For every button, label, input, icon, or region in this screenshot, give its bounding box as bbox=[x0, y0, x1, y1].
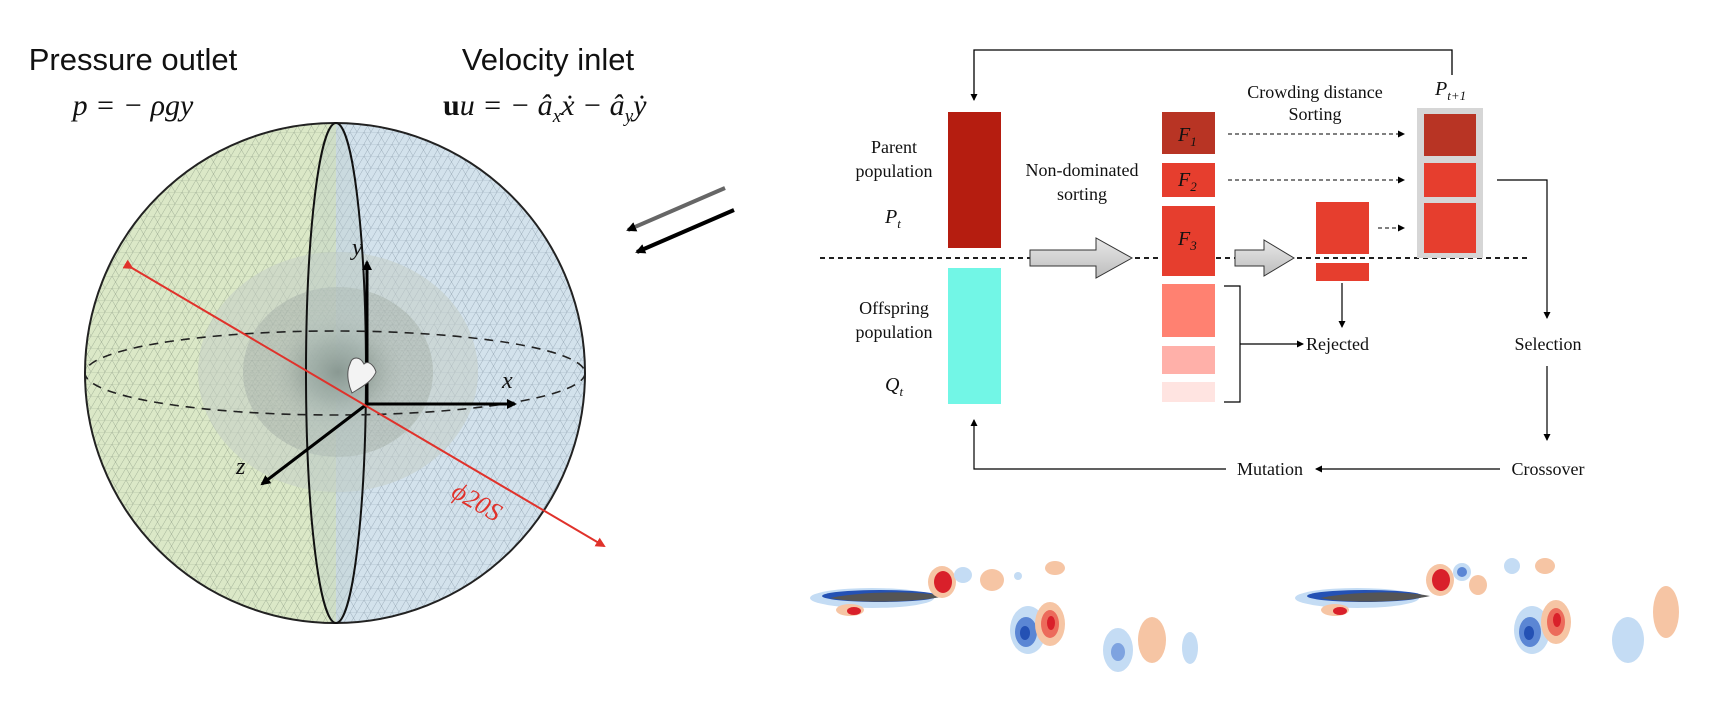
next-population-f2 bbox=[1424, 163, 1476, 197]
f3-rejected-part bbox=[1316, 263, 1369, 281]
front-f2-bar bbox=[1162, 163, 1215, 197]
nsga-flowchart: Parent population Pt Offspring populatio… bbox=[820, 49, 1585, 479]
front-f2-label: F2 bbox=[1177, 169, 1197, 194]
wake-snapshot-right bbox=[1295, 558, 1679, 663]
feedback-loop-top bbox=[970, 49, 1453, 101]
offspring-population-symbol: Qt bbox=[885, 374, 903, 399]
inflow-arrow-black bbox=[635, 208, 735, 254]
diameter-arrow bbox=[122, 259, 606, 548]
selection-label: Selection bbox=[1515, 334, 1582, 354]
rejected-bracket bbox=[1224, 285, 1241, 403]
inflow-arrow-grey bbox=[626, 186, 726, 232]
parent-population-bar bbox=[948, 112, 1001, 248]
mutation-to-offspring-arrow bbox=[970, 419, 1226, 470]
fish-silhouette-left bbox=[830, 592, 945, 602]
front-f1-label: F1 bbox=[1177, 124, 1197, 149]
fish-silhouette-right bbox=[1320, 592, 1430, 602]
crowding-distance-label-line1: Crowding distance bbox=[1247, 82, 1382, 102]
rejected-front-2 bbox=[1162, 346, 1215, 374]
velocity-inlet-label: Velocity inlet bbox=[462, 42, 635, 77]
pressure-outlet-formula: p = − ρgy bbox=[71, 89, 194, 122]
parent-population-label-line1: Parent bbox=[871, 137, 917, 157]
rejected-front-1 bbox=[1162, 284, 1215, 337]
front-f3-bar bbox=[1162, 206, 1215, 276]
sort-arrow-1 bbox=[1029, 237, 1134, 279]
f3-selected-part bbox=[1316, 202, 1369, 254]
offspring-population-label-line2: population bbox=[856, 322, 933, 342]
sort-arrow-2 bbox=[1234, 239, 1295, 277]
nds-label-line2: sorting bbox=[1057, 184, 1107, 204]
front-f1-bar bbox=[1162, 112, 1215, 154]
offspring-population-bar bbox=[948, 268, 1001, 404]
rejected-label: Rejected bbox=[1306, 334, 1369, 354]
rejected-front-3 bbox=[1162, 382, 1215, 402]
axis-y-label: y bbox=[350, 235, 363, 261]
next-population-symbol: Pt+1 bbox=[1434, 78, 1466, 103]
crossover-label: Crossover bbox=[1512, 459, 1585, 479]
velocity-inlet-formula: uu = − âxẋ − âyẏ bbox=[443, 89, 647, 127]
wake-snapshot-left bbox=[810, 561, 1198, 672]
next-population-f1 bbox=[1424, 114, 1476, 156]
crowding-distance-label-line2: Sorting bbox=[1288, 104, 1341, 124]
parent-population-symbol: Pt bbox=[884, 206, 901, 231]
axis-x-label: x bbox=[501, 368, 513, 394]
pressure-outlet-label: Pressure outlet bbox=[29, 42, 238, 77]
mutation-label: Mutation bbox=[1237, 459, 1303, 479]
wake-panel bbox=[810, 558, 1679, 672]
sphere-panel: Pressure outlet p = − ρgy Velocity inlet… bbox=[29, 42, 735, 624]
axis-z-label: z bbox=[235, 454, 246, 480]
parent-population-label-line2: population bbox=[856, 161, 933, 181]
next-population-f3 bbox=[1424, 203, 1476, 253]
front-f3-label: F3 bbox=[1177, 228, 1197, 253]
next-to-selection-arrow bbox=[1497, 179, 1551, 319]
nds-label-line1: Non-dominated bbox=[1026, 160, 1139, 180]
offspring-population-label-line1: Offspring bbox=[859, 298, 929, 318]
